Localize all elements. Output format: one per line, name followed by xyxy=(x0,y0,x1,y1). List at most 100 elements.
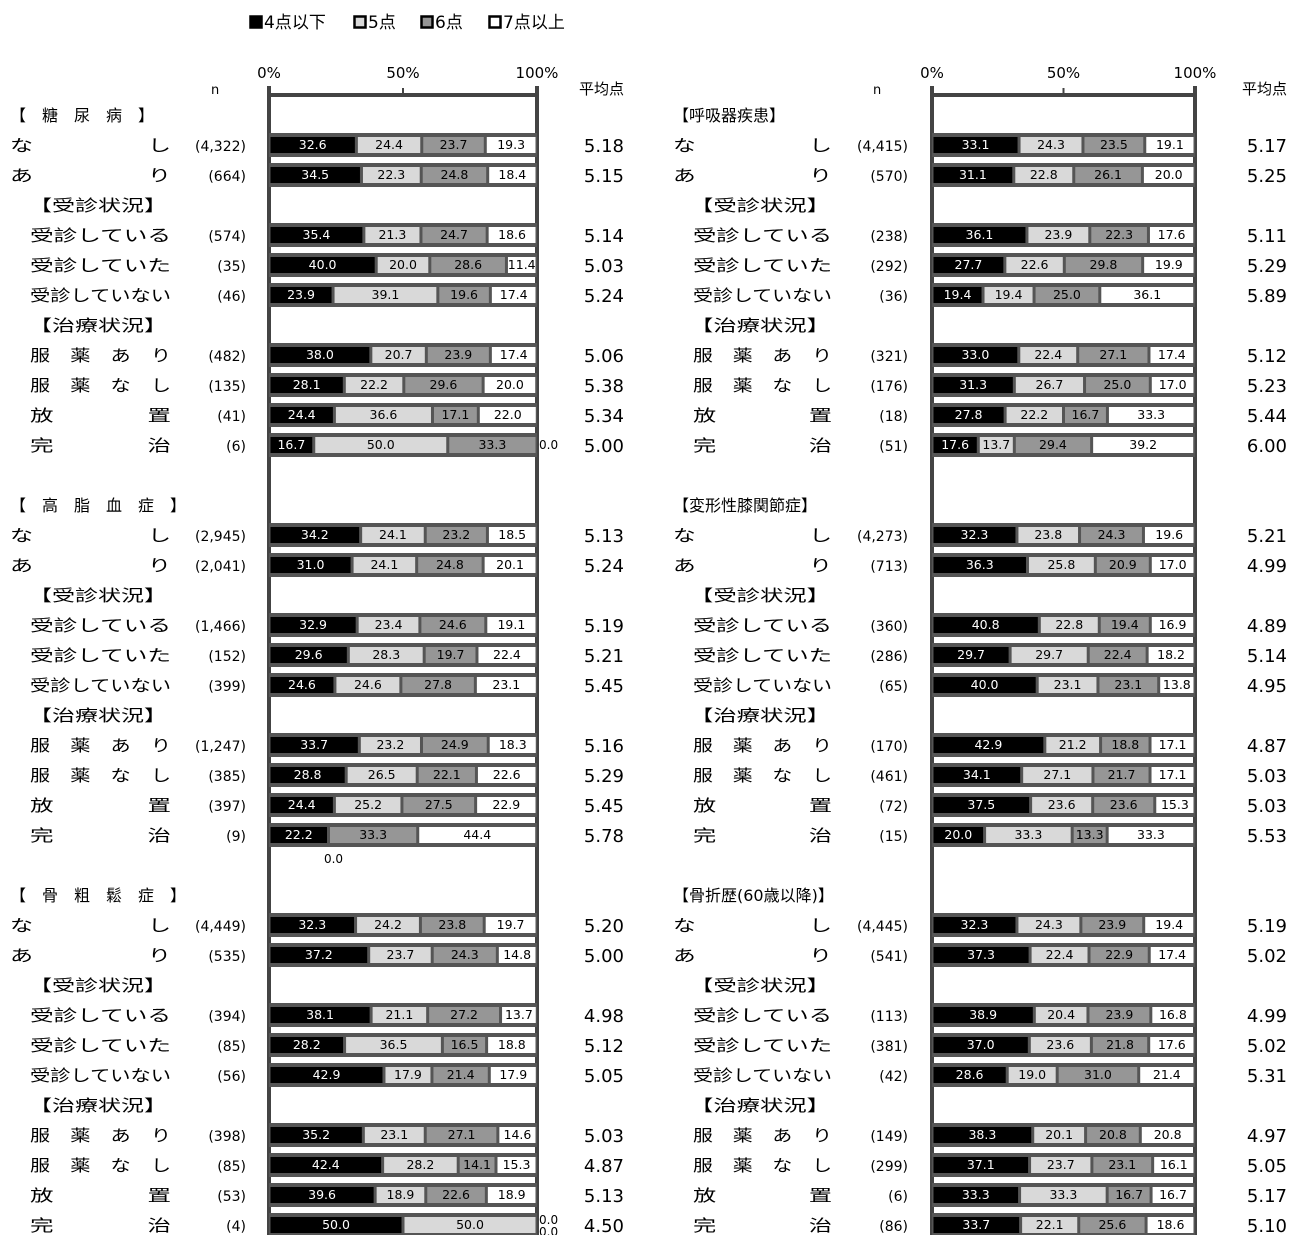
bar-segment xyxy=(1151,767,1194,783)
bar-segment xyxy=(270,167,360,183)
bar-segment xyxy=(1152,1187,1194,1203)
row-label: 放 置 xyxy=(30,406,171,425)
bar-value-label: 13.3 xyxy=(1076,827,1104,842)
row-n-value: (4,322) xyxy=(195,139,246,155)
legend-label: 6点 xyxy=(435,13,463,33)
row-label: 服 薬 あ り xyxy=(30,346,171,365)
bar-value-label: 18.2 xyxy=(1157,647,1185,662)
row-n-value: (713) xyxy=(870,559,908,575)
bar-segment xyxy=(427,347,489,363)
row-n-value: (9) xyxy=(226,829,246,845)
row-average-value: 5.45 xyxy=(584,796,624,817)
row-n-value: (360) xyxy=(870,619,908,635)
row-label: あ り xyxy=(673,166,832,185)
bar-value-label: 31.1 xyxy=(959,167,987,182)
bar-segment xyxy=(443,1037,486,1053)
row-label: 服 薬 な し xyxy=(693,766,832,785)
bar-segment xyxy=(347,767,416,783)
bar-segment xyxy=(1028,557,1094,573)
bar-value-label: 33.3 xyxy=(1049,1187,1077,1202)
bar-segment xyxy=(933,737,1044,753)
bar-segment xyxy=(1034,1127,1085,1143)
bar-value-label: 38.9 xyxy=(969,1007,997,1022)
axis-tick-label: 100% xyxy=(1174,64,1217,82)
bar-segment xyxy=(384,1157,457,1173)
bar-segment xyxy=(933,947,1029,963)
bar-segment xyxy=(487,617,536,633)
row-average-value: 4.97 xyxy=(1247,1126,1287,1147)
row-label: な し xyxy=(10,136,171,155)
bar-value-label: 21.1 xyxy=(385,1007,413,1022)
bar-value-label: 40.0 xyxy=(309,257,337,272)
bar-segment xyxy=(270,377,343,393)
row-n-value: (113) xyxy=(870,1009,908,1025)
bar-segment xyxy=(402,677,474,693)
row-average-value: 5.17 xyxy=(1247,136,1287,157)
group-title: 【呼吸器疾患】 xyxy=(673,106,785,125)
status-subheader: 【治療状況】 xyxy=(690,316,830,335)
bar-segment xyxy=(449,437,536,453)
bar-value-label: 23.1 xyxy=(380,1127,408,1142)
bar-value-label: 20.0 xyxy=(1155,167,1183,182)
bar-segment xyxy=(418,557,482,573)
bar-segment xyxy=(1086,377,1149,393)
bar-segment xyxy=(1089,1007,1150,1023)
bar-value-label: 24.2 xyxy=(374,917,402,932)
bar-segment xyxy=(491,347,536,363)
bar-value-label: 18.4 xyxy=(498,167,526,182)
bar-value-label: 13.7 xyxy=(505,1007,533,1022)
bar-value-label: 21.4 xyxy=(1153,1067,1181,1082)
bar-value-label: 32.3 xyxy=(298,917,326,932)
bar-segment xyxy=(1006,257,1063,273)
row-average-value: 5.05 xyxy=(584,1066,624,1087)
bar-value-label: 17.6 xyxy=(1158,1037,1186,1052)
bar-value-label: 19.6 xyxy=(450,287,478,302)
bar-value-label: 17.9 xyxy=(499,1067,527,1082)
bar-segment xyxy=(1035,1007,1087,1023)
bar-segment xyxy=(477,767,536,783)
row-label: 受診していない xyxy=(30,286,171,305)
bar-value-label: 33.7 xyxy=(962,1217,990,1232)
axis-tick-label: 50% xyxy=(386,64,419,82)
bar-value-label: 32.9 xyxy=(299,617,327,632)
bar-segment xyxy=(1146,137,1194,153)
bar-value-label: 27.1 xyxy=(1043,767,1071,782)
row-label: 服 薬 な し xyxy=(30,376,171,395)
bar-segment xyxy=(479,407,536,423)
bar-segment xyxy=(933,137,1018,153)
bar-value-label: 50.0 xyxy=(456,1217,484,1232)
row-average-value: 5.12 xyxy=(1247,346,1287,367)
row-average-value: 5.13 xyxy=(584,1186,624,1207)
bar-segment xyxy=(1082,917,1143,933)
bar-value-label: 22.4 xyxy=(1034,347,1062,362)
bar-segment xyxy=(334,287,437,303)
bar-value-label: 14.1 xyxy=(463,1157,491,1172)
row-label: 受診していた xyxy=(30,646,171,665)
bar-value-label: 28.6 xyxy=(956,1067,984,1082)
bar-value-label: 24.3 xyxy=(1035,917,1063,932)
row-average-value: 5.12 xyxy=(584,1036,624,1057)
average-column-header: 平均点 xyxy=(1242,80,1287,98)
row-n-value: (85) xyxy=(217,1039,246,1055)
row-label: 服 薬 あ り xyxy=(693,736,832,755)
bar-segment xyxy=(484,557,536,573)
axis-tick-label: 0% xyxy=(920,64,944,82)
bar-value-label: 17.1 xyxy=(441,407,469,422)
bar-segment xyxy=(335,797,401,813)
row-n-value: (4,449) xyxy=(195,919,246,935)
bar-segment xyxy=(315,437,447,453)
bar-segment xyxy=(1160,677,1194,693)
bar-segment xyxy=(933,767,1021,783)
bar-value-label: 27.2 xyxy=(450,1007,478,1022)
row-n-value: (381) xyxy=(870,1039,908,1055)
status-subheader: 【受診状況】 xyxy=(29,976,167,995)
row-label: 服 薬 あ り xyxy=(693,346,832,365)
row-average-value: 5.17 xyxy=(1247,1186,1287,1207)
bar-value-label: 31.0 xyxy=(297,557,325,572)
bar-value-label: 16.7 xyxy=(277,437,305,452)
bar-segment xyxy=(933,527,1016,543)
row-average-value: 5.05 xyxy=(1247,1156,1287,1177)
bar-value-label: 19.4 xyxy=(944,287,972,302)
bar-value-label: 38.1 xyxy=(306,1007,334,1022)
bar-segment xyxy=(488,227,536,243)
